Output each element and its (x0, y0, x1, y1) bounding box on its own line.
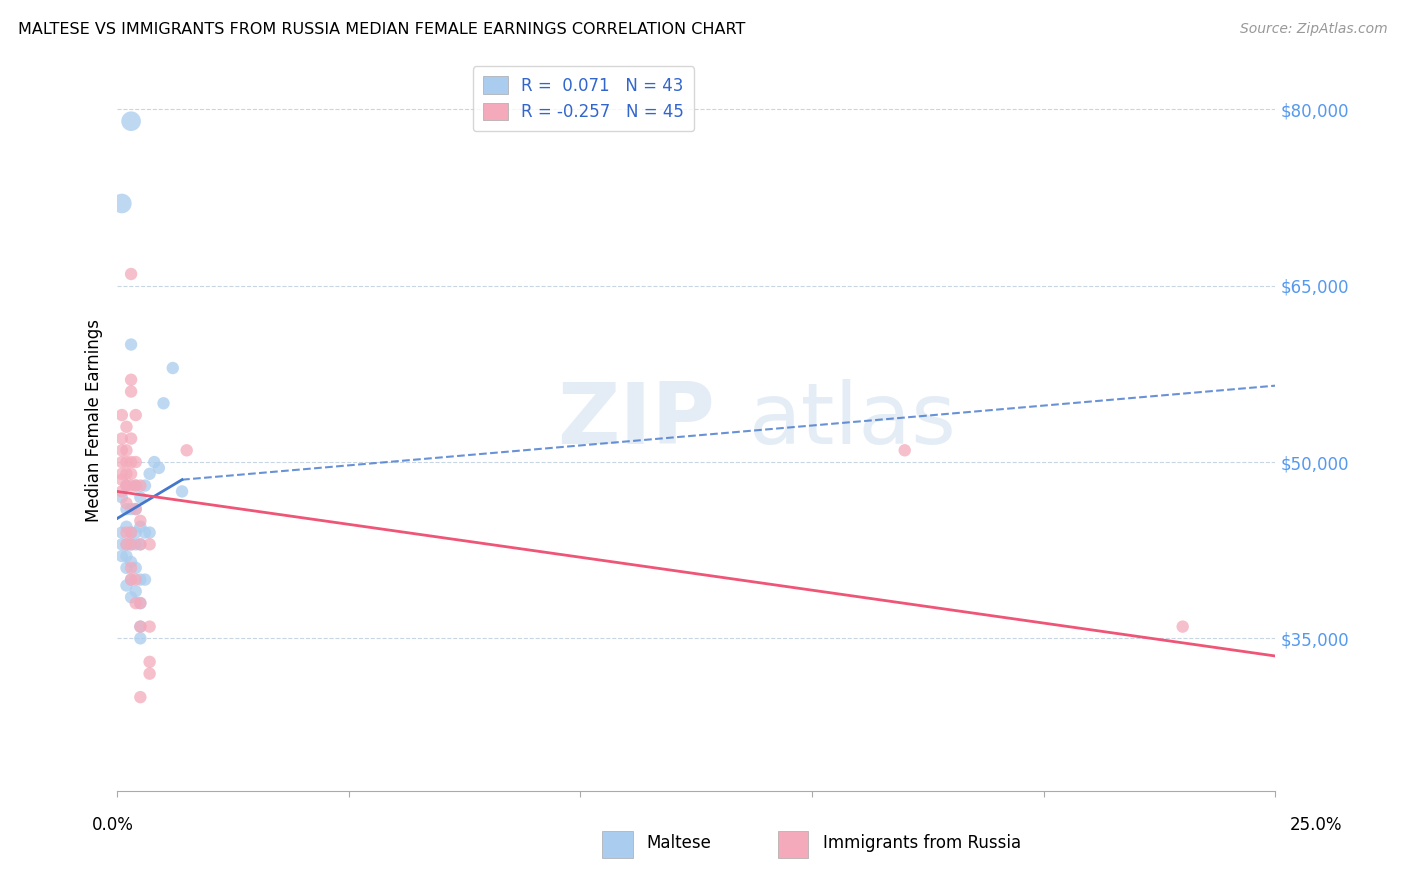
Point (111, 455, 134, 469)
Point (115, 578, 138, 592)
Point (134, 525, 156, 540)
Point (115, 496, 138, 510)
Point (138, 467, 160, 481)
Point (120, 337, 142, 351)
Point (111, 491, 134, 505)
Text: Source: ZipAtlas.com: Source: ZipAtlas.com (1240, 22, 1388, 37)
Point (129, 573, 152, 587)
Legend: R =  0.071   N = 43, R = -0.257   N = 45: R = 0.071 N = 43, R = -0.257 N = 45 (472, 66, 695, 131)
Point (134, 478, 156, 492)
Point (120, 373, 142, 387)
Point (111, 196, 134, 211)
Point (125, 455, 148, 469)
Text: 25.0%: 25.0% (1291, 816, 1343, 834)
Point (162, 361, 184, 376)
Point (129, 596, 152, 610)
Point (111, 484, 134, 499)
Point (170, 484, 193, 499)
Text: 0.0%: 0.0% (91, 816, 134, 834)
Point (120, 555, 142, 569)
Point (125, 584, 148, 599)
Point (120, 561, 142, 575)
Point (111, 549, 134, 563)
Point (138, 619, 160, 633)
Point (120, 537, 142, 551)
Point (111, 467, 134, 481)
Point (129, 619, 152, 633)
Point (115, 478, 138, 492)
Point (134, 573, 156, 587)
Point (129, 514, 152, 528)
Point (111, 443, 134, 458)
Point (129, 491, 152, 505)
Point (129, 537, 152, 551)
Point (115, 443, 138, 458)
Point (115, 419, 138, 434)
Point (115, 549, 138, 563)
Text: Immigrants from Russia: Immigrants from Russia (823, 834, 1021, 852)
Point (129, 632, 152, 646)
Point (129, 619, 152, 633)
Point (115, 519, 138, 533)
Point (120, 537, 142, 551)
Point (125, 502, 148, 516)
Point (125, 478, 148, 492)
Point (120, 432, 142, 446)
Point (125, 478, 148, 492)
Point (129, 537, 152, 551)
Point (138, 666, 160, 681)
Point (129, 519, 152, 533)
Point (125, 561, 148, 575)
Point (120, 591, 142, 605)
Point (115, 455, 138, 469)
Point (115, 561, 138, 575)
Point (125, 596, 148, 610)
Point (125, 537, 148, 551)
Point (143, 455, 166, 469)
Text: atlas: atlas (748, 379, 956, 462)
Point (120, 114, 142, 128)
Point (120, 573, 142, 587)
Point (115, 525, 138, 540)
Point (120, 467, 142, 481)
Point (111, 525, 134, 540)
Y-axis label: Median Female Earnings: Median Female Earnings (86, 319, 103, 523)
Text: ZIP: ZIP (557, 379, 716, 462)
Point (129, 596, 152, 610)
Point (115, 502, 138, 516)
Point (138, 525, 160, 540)
Point (115, 467, 138, 481)
Point (111, 473, 134, 487)
Point (120, 478, 142, 492)
Point (893, 443, 915, 458)
Point (115, 537, 138, 551)
Point (129, 690, 152, 705)
Point (115, 537, 138, 551)
Point (111, 537, 134, 551)
Point (129, 478, 152, 492)
Text: MALTESE VS IMMIGRANTS FROM RUSSIA MEDIAN FEMALE EARNINGS CORRELATION CHART: MALTESE VS IMMIGRANTS FROM RUSSIA MEDIAN… (18, 22, 745, 37)
Point (152, 396, 174, 410)
Point (111, 408, 134, 422)
Point (120, 267, 142, 281)
Text: Maltese: Maltese (647, 834, 711, 852)
Point (120, 525, 142, 540)
Point (120, 455, 142, 469)
Point (120, 573, 142, 587)
Point (115, 478, 138, 492)
Point (120, 502, 142, 516)
Point (120, 525, 142, 540)
Point (176, 443, 198, 458)
Point (125, 408, 148, 422)
Point (125, 502, 148, 516)
Point (1171, 619, 1194, 633)
Point (125, 573, 148, 587)
Point (111, 432, 134, 446)
Point (125, 525, 148, 540)
Point (120, 384, 142, 399)
Point (138, 537, 160, 551)
Point (148, 461, 170, 475)
Point (138, 655, 160, 669)
